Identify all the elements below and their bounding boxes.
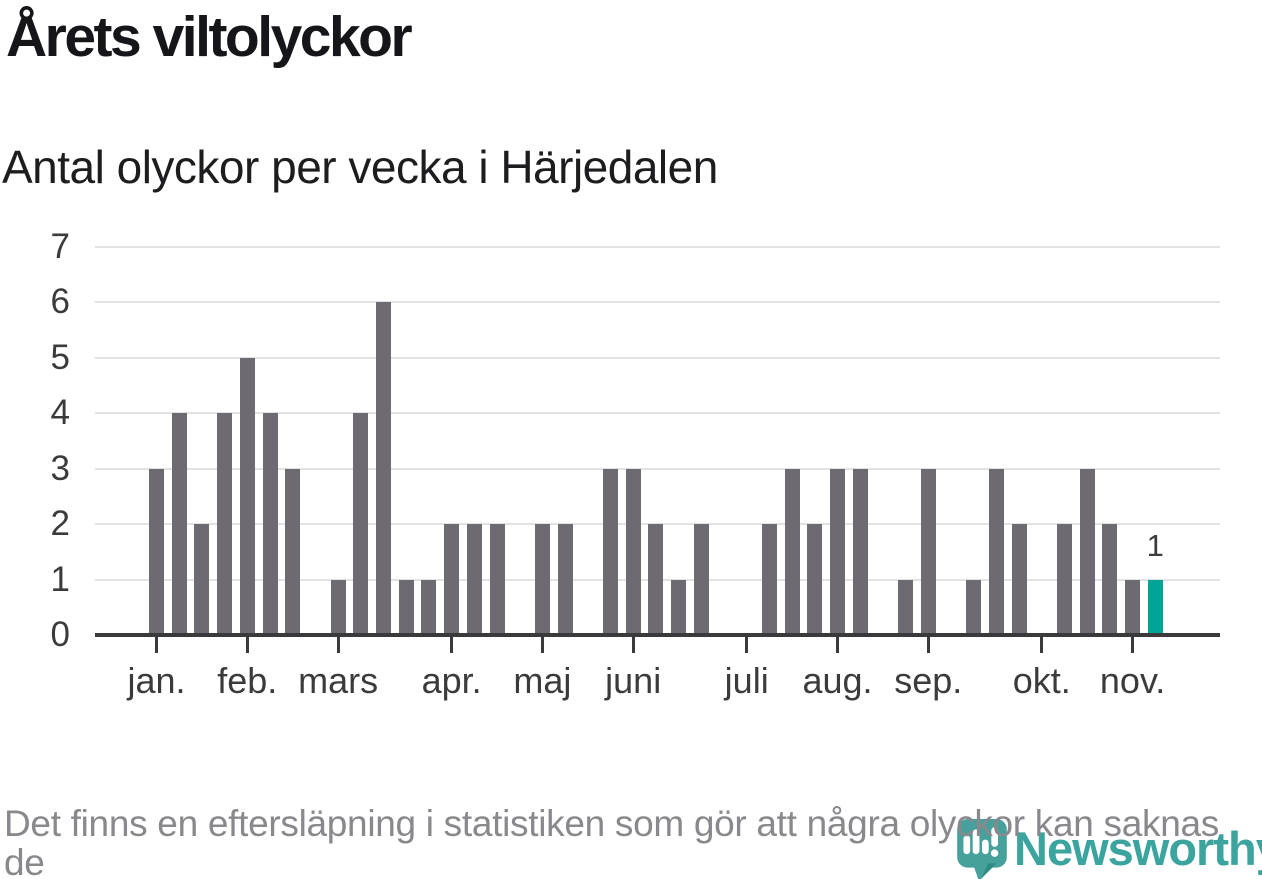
bar-week-23: [648, 524, 664, 633]
bar-week-14: [444, 524, 460, 633]
x-tick-sep: [926, 637, 930, 653]
bar-week-15: [466, 524, 482, 633]
bar-week-22: [625, 468, 641, 633]
y-axis-label-0: 0: [50, 615, 70, 654]
bar-week-44: [1125, 579, 1141, 633]
y-axis-label-2: 2: [50, 504, 70, 543]
bar-week-3: [194, 524, 210, 633]
bar-week-32: [852, 468, 868, 633]
y-axis-label-6: 6: [50, 282, 70, 321]
x-tick-okt: [1040, 637, 1044, 653]
x-tick-maj: [540, 637, 544, 653]
y-axis-label-5: 5: [50, 337, 70, 377]
bar-value-label: 1: [1146, 528, 1164, 563]
bar-week-41: [1057, 524, 1072, 633]
y-axis-label-4: 4: [50, 393, 70, 432]
bar-week-1: [149, 468, 164, 633]
x-axis-label-feb: feb.: [217, 660, 278, 701]
x-tick-mars: [336, 637, 340, 653]
x-tick-aug: [836, 637, 839, 653]
x-axis-label-jan: jan.: [127, 660, 186, 701]
bar-week-31: [830, 468, 845, 633]
x-axis-label-juli: juli: [724, 660, 769, 701]
bar-week-34: [898, 579, 914, 633]
bar-week-5: [239, 357, 255, 633]
bar-week-29: [784, 468, 800, 633]
x-axis-label-juni: juni: [605, 660, 662, 701]
footnote-line-1: Det finns en eftersläpning i statistiken…: [4, 803, 1219, 879]
bar-week-39: [1011, 524, 1027, 633]
bar-week-35: [920, 468, 936, 633]
newsworthy-logo: Newsworthy: [956, 819, 1262, 879]
page-title: Årets viltolyckor: [6, 5, 413, 69]
x-axis-label-maj: maj: [513, 660, 572, 701]
bar-week-4: [217, 413, 233, 633]
y-axis-label-7: 7: [50, 226, 70, 266]
x-tick-jan: [155, 637, 158, 653]
bar-week-24: [671, 579, 687, 633]
footnote: Det finns en eftersläpning i statistiken…: [4, 804, 1262, 879]
x-tick-juli: [745, 637, 749, 653]
logo-wordmark: Newsworthy: [1014, 822, 1262, 875]
bar-week-7: [285, 468, 301, 633]
x-tick-nov: [1131, 637, 1135, 653]
bar-week-45-highlighted: [1147, 579, 1163, 633]
bar-week-6: [262, 413, 278, 633]
bar-week-18: [534, 524, 550, 633]
bar-week-28: [761, 524, 777, 633]
y-axis-label-3: 3: [50, 448, 70, 488]
bar-week-12: [398, 579, 414, 633]
chart-subtitle: Antal olyckor per vecka i Härjedalen: [2, 141, 718, 193]
bar-week-11: [376, 302, 391, 633]
bar-week-9: [330, 579, 346, 633]
gridline-y-7: [95, 245, 1220, 248]
y-axis-label-1: 1: [50, 559, 70, 599]
bar-week-10: [353, 413, 369, 633]
bar-week-38: [988, 468, 1004, 633]
gridline-y-5: [95, 356, 1220, 359]
x-axis-label-mars: mars: [298, 660, 379, 701]
x-axis-line: [95, 633, 1220, 637]
x-axis-label-nov: nov.: [1099, 660, 1166, 701]
bar-week-19: [557, 524, 573, 633]
x-tick-feb: [245, 637, 249, 653]
x-axis-label-okt: okt.: [1012, 660, 1071, 701]
x-axis-label-aug: aug.: [802, 660, 873, 701]
x-axis-label-apr: apr.: [421, 660, 482, 701]
bar-week-30: [807, 524, 823, 633]
bar-week-25: [693, 524, 709, 633]
gridline-y-4: [95, 412, 1220, 414]
x-tick-apr: [450, 637, 454, 653]
bar-week-21: [603, 468, 618, 633]
bar-week-42: [1079, 468, 1095, 633]
bar-week-37: [966, 579, 982, 633]
bar-week-2: [171, 413, 187, 633]
gridline-y-6: [95, 301, 1220, 303]
x-tick-juni: [631, 637, 635, 653]
newsworthy-speech-bubble-chart-icon: [957, 819, 1007, 879]
gridline-y-3: [95, 467, 1220, 470]
bar-week-43: [1102, 524, 1118, 633]
x-axis-label-sep: sep.: [894, 660, 963, 701]
bar-week-16: [489, 524, 505, 633]
bar-week-13: [421, 579, 437, 633]
